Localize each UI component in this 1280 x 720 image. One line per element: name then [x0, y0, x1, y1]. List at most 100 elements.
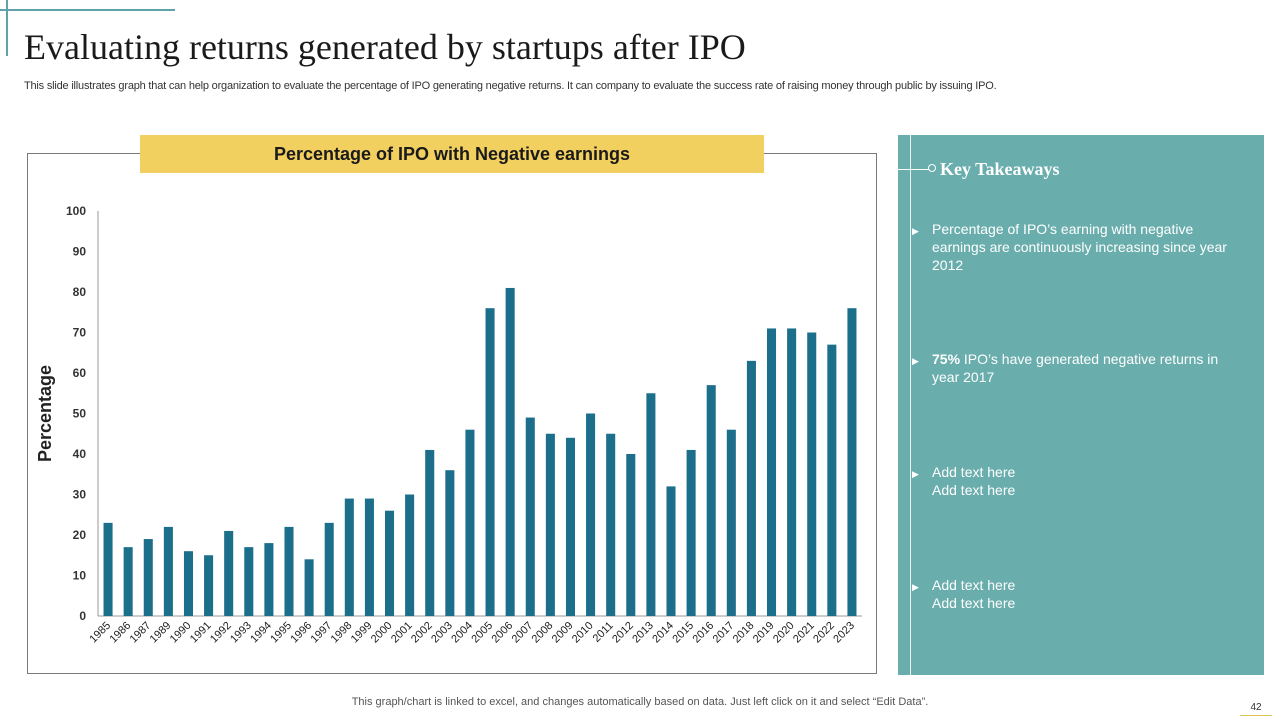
x-tick-label: 2007: [510, 620, 536, 646]
bar: [666, 486, 676, 616]
page-number-underline: [1240, 715, 1272, 716]
x-tick-label: 2000: [369, 620, 395, 646]
x-tick-label: 1986: [107, 620, 133, 646]
y-tick-label: 30: [73, 488, 87, 502]
bar: [626, 454, 636, 616]
x-tick-label: 2006: [489, 620, 515, 646]
key-takeaways-title: Key Takeaways: [940, 159, 1060, 179]
takeaway-text-line-2[interactable]: Add text here: [932, 482, 1016, 498]
bar: [204, 555, 214, 616]
bar: [163, 526, 173, 616]
x-tick-label: 2009: [550, 620, 576, 646]
slide-title: Evaluating returns generated by startups…: [24, 27, 746, 67]
y-tick-label: 70: [73, 326, 87, 340]
y-tick-label: 0: [79, 609, 86, 623]
bar: [586, 413, 596, 616]
bar: [767, 328, 777, 616]
footer-note: This graph/chart is linked to excel, and…: [351, 696, 929, 708]
slide-subtitle: This slide illustrates graph that can he…: [24, 80, 997, 92]
bar: [465, 429, 475, 616]
triangle-right-icon: ▶: [912, 582, 919, 592]
takeaway-text: Percentage of IPO’s earning with negativ…: [932, 221, 1227, 273]
takeaway-item-4: ▶ Add text here Add text here: [912, 576, 1232, 612]
takeaway-text-line-1[interactable]: Add text here: [932, 577, 1016, 593]
panel-vertical-line: [910, 135, 911, 675]
x-tick-label: 1995: [268, 620, 294, 646]
x-tick-label: 2018: [731, 620, 757, 646]
x-tick-label: 1985: [87, 620, 113, 646]
page-number: 42: [1250, 702, 1262, 713]
bar: [807, 332, 817, 616]
y-tick-label: 90: [73, 245, 87, 259]
bar: [244, 547, 254, 616]
y-tick-label: 60: [73, 366, 87, 380]
y-tick-label: 50: [73, 407, 87, 421]
x-tick-label: 2015: [670, 620, 696, 646]
y-tick-label: 20: [73, 528, 87, 542]
x-tick-label: 2005: [469, 620, 495, 646]
bar: [686, 449, 696, 616]
bar: [827, 344, 837, 616]
x-tick-label: 2023: [831, 620, 857, 646]
bar: [385, 510, 395, 616]
bar: [746, 360, 756, 616]
x-tick-label: 2021: [791, 620, 817, 646]
x-tick-label: 2012: [610, 620, 636, 646]
x-tick-label: 2020: [771, 620, 797, 646]
takeaway-highlight: 75%: [932, 351, 961, 367]
triangle-right-icon: ▶: [912, 469, 919, 479]
takeaway-text-line-1[interactable]: Add text here: [932, 464, 1016, 480]
bar-chart[interactable]: 0 10 20 30 40 50 60 70 80 90 100 Percentage 19851986…: [27, 153, 877, 674]
bar: [847, 308, 857, 616]
x-tick-label: 2001: [389, 620, 415, 646]
bar: [606, 433, 616, 616]
key-takeaways-panel: Key Takeaways ▶ Percentage of IPO’s earn…: [898, 135, 1264, 675]
bar: [726, 429, 736, 616]
bar: [545, 433, 555, 616]
takeaway-item-1: ▶ Percentage of IPO’s earning with negat…: [912, 220, 1232, 274]
x-tick-label: 2011: [591, 620, 616, 645]
bar: [183, 551, 193, 616]
x-tick-label: 2014: [650, 620, 676, 646]
bar: [425, 449, 435, 616]
triangle-right-icon: ▶: [912, 226, 919, 236]
panel-node-icon: [928, 164, 936, 172]
x-tick-label: 1999: [349, 620, 375, 646]
x-tick-label: 2002: [409, 620, 435, 646]
y-tick-label: 10: [73, 569, 87, 583]
bar: [224, 530, 234, 616]
bar: [304, 559, 314, 616]
bar: [565, 437, 575, 616]
x-tick-label: 1991: [188, 620, 214, 646]
y-axis-title: Percentage: [35, 365, 55, 462]
takeaway-item-2: ▶ 75% IPO’s have generated negative retu…: [912, 350, 1232, 386]
x-tick-label: 1997: [309, 620, 335, 646]
x-tick-label: 1990: [168, 620, 194, 646]
x-tick-label: 2010: [570, 620, 596, 646]
bar: [143, 539, 153, 616]
chart-title: Percentage of IPO with Negative earnings: [140, 135, 764, 173]
takeaway-text-line-2[interactable]: Add text here: [932, 595, 1016, 611]
x-tick-label: 1993: [228, 620, 254, 646]
bar: [405, 494, 415, 616]
bar: [525, 417, 535, 616]
takeaway-item-3: ▶ Add text here Add text here: [912, 463, 1232, 499]
bar: [787, 328, 797, 616]
bar: [123, 547, 133, 616]
bar: [264, 543, 274, 616]
x-tick-label: 2019: [751, 620, 777, 646]
x-tick-label: 2004: [449, 620, 475, 646]
decorative-left-line: [6, 0, 8, 56]
bar: [706, 385, 716, 616]
x-tick-label: 2008: [530, 620, 556, 646]
triangle-right-icon: ▶: [912, 356, 919, 366]
bar: [284, 526, 294, 616]
y-tick-label: 100: [66, 204, 86, 218]
x-tick-label: 1992: [208, 620, 234, 646]
decorative-top-line: [0, 9, 175, 11]
x-tick-label: 1994: [248, 620, 274, 646]
takeaway-text: IPO’s have generated negative returns in…: [932, 351, 1219, 385]
x-tick-label: 1987: [128, 620, 154, 646]
y-tick-label: 40: [73, 447, 87, 461]
x-tick-label: 1998: [329, 620, 355, 646]
